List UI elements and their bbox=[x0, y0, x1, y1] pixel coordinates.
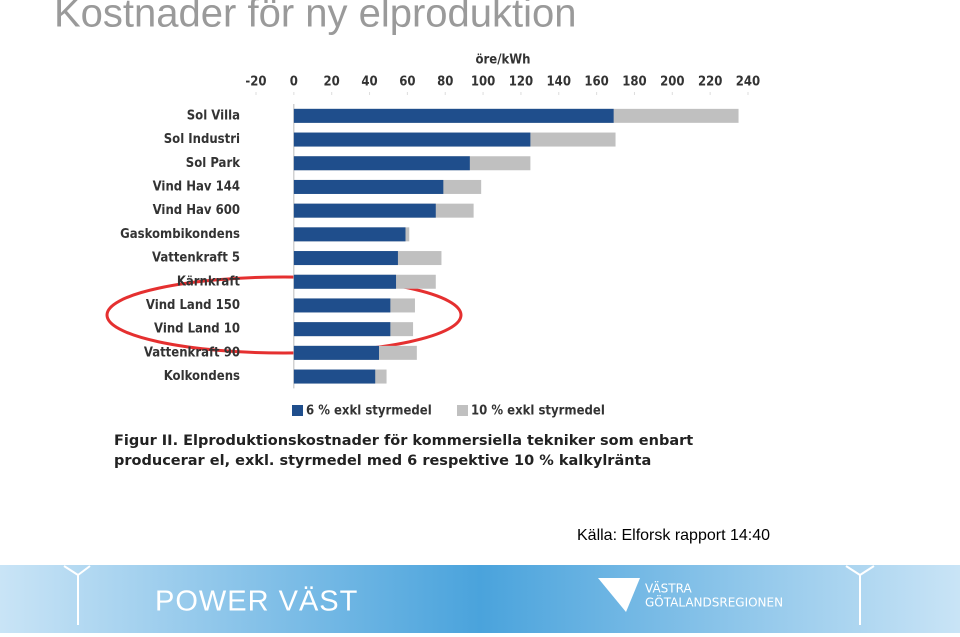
bar bbox=[293, 156, 470, 171]
x-tick-label: 40 bbox=[361, 75, 377, 90]
bar bbox=[293, 345, 379, 360]
bar bbox=[293, 274, 397, 289]
legend-label: 6 % exkl styrmedel bbox=[306, 404, 432, 419]
footer-region: VÄSTRA bbox=[645, 581, 692, 596]
legend-swatch bbox=[457, 405, 468, 416]
slide-title: Kostnader för ny elproduktion bbox=[54, 0, 577, 36]
bar bbox=[293, 298, 391, 313]
y-tick-label: Sol Industri bbox=[164, 132, 240, 147]
y-tick-label: Gaskombikondens bbox=[120, 227, 240, 242]
x-tick-label: 160 bbox=[584, 75, 608, 90]
x-tick-label: 140 bbox=[547, 75, 571, 90]
axis-label: öre/kWh bbox=[475, 53, 530, 68]
x-tick-label: 20 bbox=[324, 75, 340, 90]
caption: producerar el, exkl. styrmedel med 6 res… bbox=[114, 453, 651, 469]
y-tick-label: Vind Land 10 bbox=[154, 322, 240, 337]
x-tick-label: -20 bbox=[245, 75, 266, 90]
x-tick-label: 220 bbox=[698, 75, 722, 90]
y-tick-label: Kolkondens bbox=[164, 369, 240, 384]
bar bbox=[293, 369, 376, 384]
footer-brand: POWER VÄST bbox=[155, 586, 358, 618]
y-tick-label: Kärnkraft bbox=[177, 274, 241, 289]
x-tick-label: 100 bbox=[471, 75, 495, 90]
caption: Figur II. Elproduktionskostnader för kom… bbox=[114, 433, 693, 449]
y-tick-label: Vattenkraft 5 bbox=[152, 251, 240, 266]
bar bbox=[293, 322, 391, 337]
bar bbox=[293, 203, 436, 218]
bar bbox=[293, 179, 444, 194]
x-tick-label: 0 bbox=[290, 75, 298, 90]
footer-region: GÖTALANDSREGIONEN bbox=[645, 594, 783, 610]
highlight-ellipse bbox=[105, 275, 463, 355]
x-tick-label: 60 bbox=[399, 75, 415, 90]
x-tick-label: 120 bbox=[509, 75, 533, 90]
source: Källa: Elforsk rapport 14:40 bbox=[577, 527, 770, 544]
y-tick-label: Vind Hav 600 bbox=[153, 203, 240, 218]
y-tick-label: Sol Villa bbox=[187, 108, 240, 123]
legend-label: 10 % exkl styrmedel bbox=[471, 404, 605, 419]
x-tick-label: 180 bbox=[622, 75, 646, 90]
y-tick-label: Vind Land 150 bbox=[146, 298, 240, 313]
x-tick-label: 200 bbox=[660, 75, 684, 90]
y-tick-label: Vattenkraft 90 bbox=[144, 345, 240, 360]
y-tick-label: Sol Park bbox=[186, 156, 240, 171]
x-tick-label: 80 bbox=[437, 75, 453, 90]
footer-band bbox=[0, 565, 960, 633]
legend-swatch bbox=[292, 405, 303, 416]
x-tick-label: 240 bbox=[736, 75, 760, 90]
turbines bbox=[63, 565, 875, 625]
logo bbox=[598, 578, 640, 612]
bar bbox=[293, 108, 614, 123]
y-tick-label: Vind Hav 144 bbox=[153, 179, 240, 194]
bar bbox=[293, 251, 398, 266]
bar bbox=[293, 132, 531, 147]
bar bbox=[293, 227, 406, 242]
